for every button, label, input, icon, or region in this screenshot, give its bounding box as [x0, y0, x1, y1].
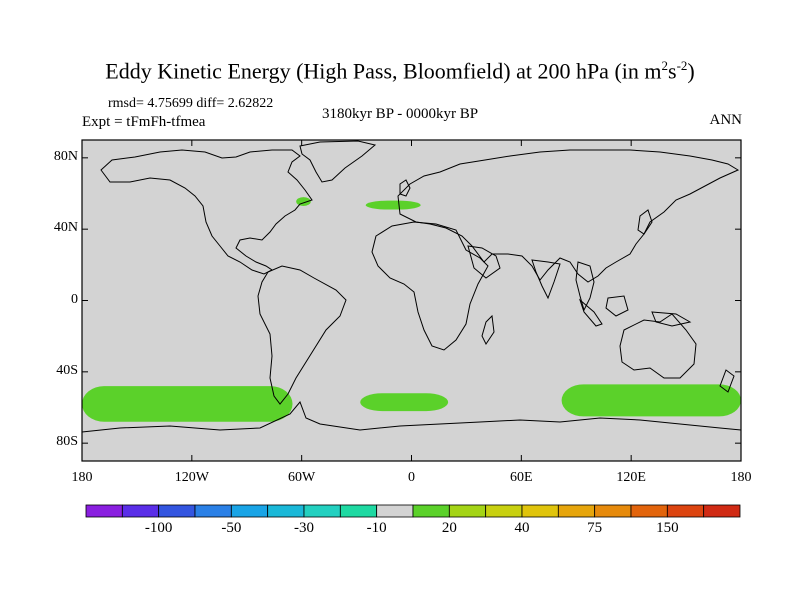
colorbar-box	[557, 504, 596, 518]
lat-tick-label: 80N	[53, 148, 78, 164]
plot-title: Eddy Kinetic Energy (High Pass, Bloomfie…	[105, 58, 695, 84]
colorbar-box	[594, 504, 632, 518]
colorbar-box	[521, 504, 559, 518]
colorbar-box	[412, 504, 450, 518]
africa-coast	[371, 221, 489, 351]
colorbar-box	[230, 504, 269, 518]
anomaly-south-atlantic-patch	[360, 393, 449, 412]
greenland-coast	[299, 140, 377, 183]
colorbar-box	[630, 504, 668, 518]
colorbar-label: -50	[221, 520, 242, 536]
lon-tick-label: 120W	[174, 470, 209, 485]
australia-coast	[619, 313, 697, 379]
lon-tick-label: 60E	[510, 470, 533, 485]
sumatra-coast	[578, 298, 603, 327]
colorbar-box	[666, 504, 705, 518]
lon-tick-label: 180	[71, 470, 93, 485]
rmsd-diff-stats: rmsd= 4.75699 diff= 2.62822	[108, 96, 274, 111]
colorbar-box	[448, 504, 487, 518]
indochina-coast	[575, 261, 595, 312]
north-america-coast	[100, 149, 313, 275]
colorbar-box	[339, 504, 378, 518]
lat-tick-label: 0	[71, 291, 78, 307]
axis-ticks	[81, 140, 742, 461]
coastlines	[81, 140, 742, 433]
lon-tick-label: 0	[408, 470, 415, 485]
colorbar-box	[703, 504, 741, 518]
anomaly-north-atlantic-patch	[365, 200, 421, 210]
lat-tick-label: 40N	[53, 220, 78, 236]
colorbar-label: -100	[144, 520, 173, 536]
experiment-label: Expt = tFmFh-tfmea	[82, 114, 206, 130]
colorbar-box	[376, 504, 414, 518]
india-coast	[531, 259, 561, 300]
arabia-coast	[467, 245, 501, 279]
colorbar-label: 150	[656, 520, 679, 536]
new-zealand-coast	[719, 369, 735, 393]
lon-tick-label: 120E	[616, 470, 646, 485]
colorbar-box	[158, 504, 196, 518]
colorbar-box	[485, 504, 523, 518]
lat-tick-label: 40S	[56, 362, 78, 378]
british-isles-coast	[399, 179, 411, 197]
japan-coast	[637, 209, 653, 235]
colorbar-label: 75	[587, 520, 603, 536]
anomaly-layer	[82, 197, 741, 422]
season-label: ANN	[709, 112, 743, 128]
borneo-coast	[605, 295, 629, 317]
lat-tick-label: 80S	[56, 434, 78, 450]
lon-tick-label: 60W	[288, 470, 316, 485]
colorbar-box	[85, 504, 123, 518]
eurasia-coast	[397, 149, 740, 283]
lon-tick-label: 180	[730, 470, 752, 485]
anomaly-southern-pacific-band	[82, 386, 293, 422]
colorbar-box	[194, 504, 232, 518]
colorbar-box	[267, 504, 305, 518]
period-label: 3180kyr BP - 0000kyr BP	[321, 106, 479, 122]
colorbar-label: -10	[366, 520, 387, 536]
colorbar-label: -30	[294, 520, 314, 536]
anomaly-indian-pacific-band	[561, 384, 741, 417]
colorbar-box	[121, 504, 160, 518]
colorbar-label: 40	[514, 520, 530, 536]
madagascar-coast	[481, 314, 495, 345]
colorbar	[85, 504, 741, 518]
antarctica-coast	[81, 401, 742, 433]
south-america-coast	[257, 265, 347, 405]
colorbar-box	[303, 504, 341, 518]
colorbar-label: 20	[441, 520, 457, 536]
